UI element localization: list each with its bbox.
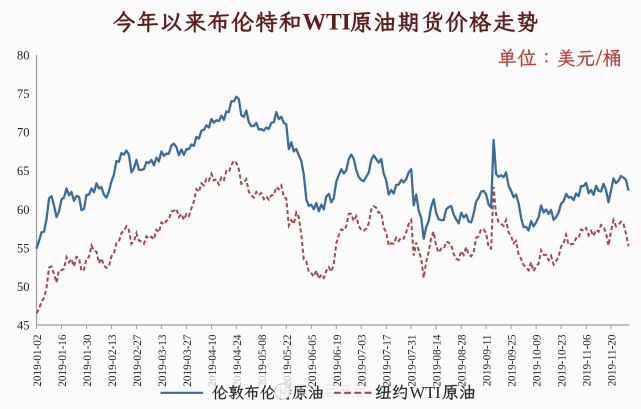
svg-text:75: 75 — [17, 87, 30, 101]
svg-text:2019-09-11: 2019-09-11 — [482, 334, 494, 386]
svg-text:65: 65 — [17, 164, 30, 178]
svg-text:45: 45 — [17, 319, 30, 333]
svg-text:2019-08-28: 2019-08-28 — [457, 334, 469, 387]
svg-text:2019-07-31: 2019-07-31 — [407, 335, 419, 387]
svg-text:2019-10-23: 2019-10-23 — [557, 334, 569, 387]
svg-text:2019-02-13: 2019-02-13 — [107, 334, 119, 387]
svg-text:2019-07-17: 2019-07-17 — [382, 334, 394, 387]
svg-text:WTI: WTI — [303, 9, 351, 35]
svg-text:70: 70 — [17, 126, 30, 140]
svg-text:2019-01-30: 2019-01-30 — [82, 334, 94, 387]
svg-text:2019-09-25: 2019-09-25 — [507, 334, 519, 387]
svg-text:WTI: WTI — [410, 383, 441, 402]
svg-text:2019-02-27: 2019-02-27 — [132, 334, 144, 387]
svg-text:2019-07-03: 2019-07-03 — [357, 334, 369, 387]
svg-text:50: 50 — [17, 280, 30, 294]
svg-text:2019-03-27: 2019-03-27 — [182, 334, 194, 387]
svg-text:55: 55 — [17, 241, 30, 255]
svg-text:2019-06-05: 2019-06-05 — [307, 334, 319, 387]
svg-text:2019-01-02: 2019-01-02 — [32, 335, 44, 387]
svg-text:2019-01-16: 2019-01-16 — [57, 334, 69, 387]
svg-text:80: 80 — [17, 49, 30, 63]
svg-text:2019-11-20: 2019-11-20 — [607, 334, 619, 386]
svg-text:2019-08-14: 2019-08-14 — [432, 334, 444, 387]
svg-text:60: 60 — [17, 203, 30, 217]
svg-text:2019-10-09: 2019-10-09 — [532, 334, 544, 387]
svg-text:2019-11-06: 2019-11-06 — [582, 334, 594, 386]
svg-text:2019-06-19: 2019-06-19 — [332, 334, 344, 387]
svg-text:2019-03-13: 2019-03-13 — [157, 334, 169, 387]
